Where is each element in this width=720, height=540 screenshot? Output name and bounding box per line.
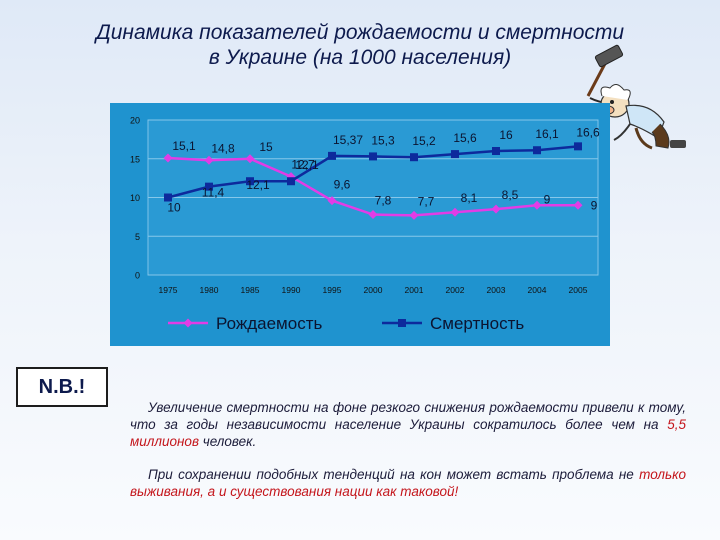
data-label: 8,1 [461, 191, 478, 205]
data-label: 7,8 [375, 194, 392, 208]
data-point [287, 177, 295, 186]
data-label: 15,6 [453, 131, 477, 145]
data-point [492, 147, 500, 155]
data-point [205, 182, 213, 191]
data-point [204, 155, 214, 165]
data-label: 9 [544, 192, 551, 206]
data-point [163, 153, 173, 163]
data-label: 16 [499, 128, 513, 142]
page-title: Динамика показателей рождаемости и смерт… [20, 20, 700, 70]
data-label: 9,6 [334, 178, 351, 192]
legend-label: Рождаемость [216, 314, 322, 333]
data-point [450, 207, 460, 217]
paragraph-population-decline: Увеличение смертности на фоне резкого сн… [130, 399, 686, 450]
paragraph-1-highlight: 5,5 миллионов [130, 417, 686, 449]
data-label: 12,1 [246, 178, 270, 192]
chart-area: 0 5 10 15 20 1975 1980 1985 1990 1995 2000 2001 2002… [110, 103, 610, 346]
x-tick-label: 1985 [241, 285, 260, 295]
data-label: 12,1 [295, 158, 319, 172]
legend-marker [398, 319, 406, 327]
x-tick-label: 1990 [282, 285, 301, 295]
paragraph-1-ending: человек. [199, 434, 257, 449]
title-line-2: в Украине (на 1000 населения) [208, 46, 512, 69]
data-point [409, 210, 419, 220]
data-label: 16,6 [576, 125, 600, 139]
data-label: 15,37 [333, 133, 363, 147]
data-point [533, 146, 541, 155]
data-label: 14,8 [211, 141, 235, 155]
data-point [368, 210, 378, 220]
data-point [246, 177, 254, 186]
x-tick-label: 2005 [569, 285, 588, 295]
data-point [327, 196, 337, 206]
y-tick-label: 5 [135, 232, 140, 242]
data-point [369, 152, 377, 161]
data-point [410, 153, 418, 162]
paragraph-2-text: При сохранении подобных тенденций на кон… [148, 467, 640, 482]
data-label: 16,1 [535, 127, 559, 141]
data-label: 15,2 [412, 134, 436, 148]
legend-label: Смертность [430, 314, 524, 333]
data-point [245, 154, 255, 164]
data-point [451, 150, 459, 159]
y-tick-label: 20 [130, 116, 140, 126]
nb-badge: N.B.! [16, 367, 108, 407]
data-label: 15 [259, 140, 273, 154]
y-tick-label: 10 [130, 193, 140, 203]
data-label: 11,4 [202, 186, 225, 200]
paragraph-nation-warning: При сохранении подобных тенденций на кон… [130, 466, 686, 500]
data-label: 9 [591, 198, 598, 212]
data-point [164, 193, 172, 202]
data-label: 8,5 [502, 188, 519, 202]
x-tick-label: 2004 [528, 285, 547, 295]
data-label: 12,7 [291, 158, 315, 172]
legend-marker [183, 318, 193, 328]
x-tick-label: 2003 [487, 285, 506, 295]
x-tick-label: 1980 [200, 285, 219, 295]
x-tick-label: 2002 [446, 285, 465, 295]
data-label: 15,3 [371, 133, 395, 147]
data-point [328, 151, 336, 160]
data-label: 10 [167, 201, 181, 215]
x-tick-label: 2001 [405, 285, 424, 295]
y-tick-label: 15 [130, 154, 140, 164]
data-point [491, 204, 501, 214]
x-tick-label: 1975 [159, 285, 178, 295]
paragraph-1-text: Увеличение смертности на фоне резкого сн… [130, 400, 686, 432]
x-tick-label: 1995 [323, 285, 342, 295]
man-with-hammer-icon [586, 44, 686, 150]
y-tick-label: 0 [135, 271, 140, 281]
data-point [532, 200, 542, 210]
data-point [574, 142, 582, 151]
data-label: 7,7 [418, 194, 435, 208]
data-point [573, 200, 583, 210]
paragraph-2-highlight: только выживания, а и существования наци… [130, 467, 686, 499]
title-line-1: Динамика показателей рождаемости и смерт… [95, 21, 625, 44]
x-tick-label: 2000 [364, 285, 383, 295]
line-chart: 0 5 10 15 20 1975 1980 1985 1990 1995 2000 2001 2002… [130, 116, 600, 334]
data-label: 15,1 [172, 139, 196, 153]
